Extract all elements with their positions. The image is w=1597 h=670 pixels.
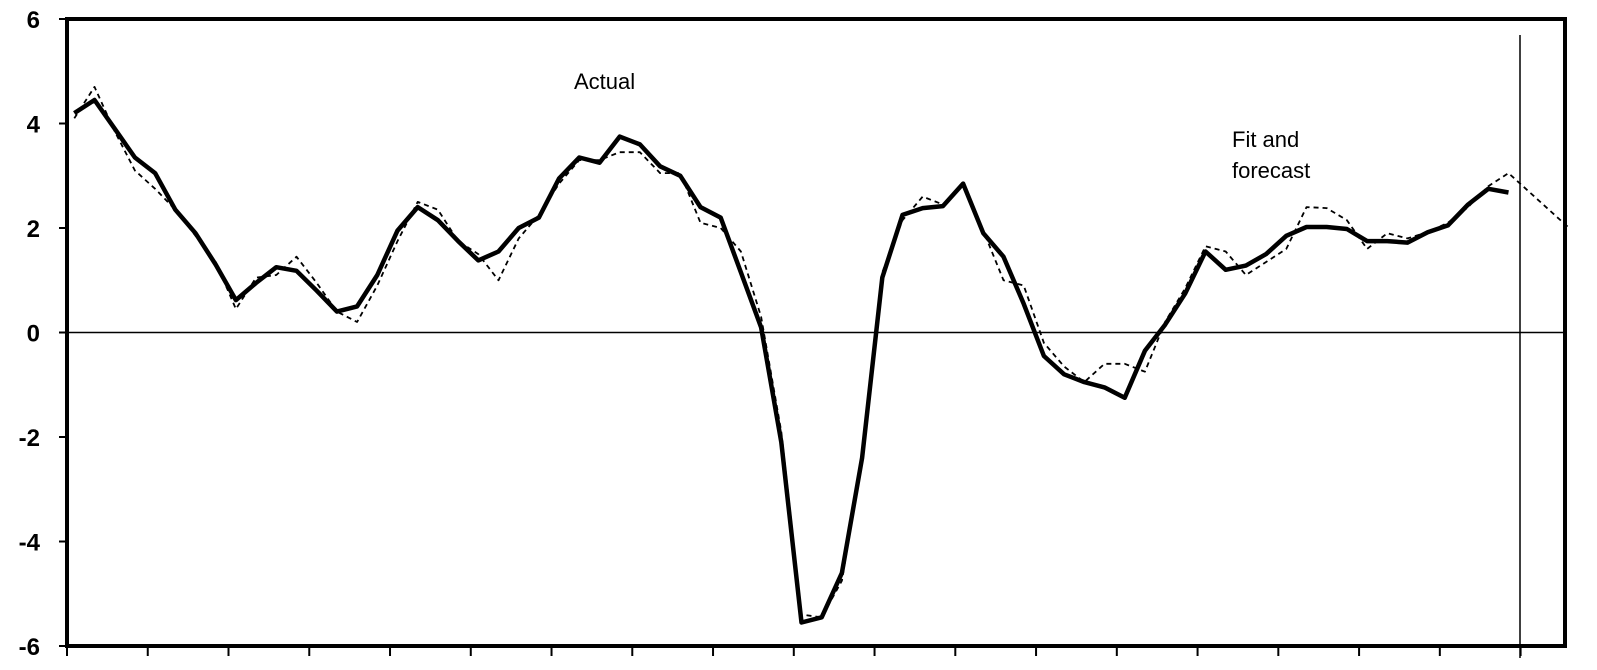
annotation-line: forecast [1232,158,1310,183]
point-fit-forecast [1103,362,1107,366]
points-group [72,85,1571,625]
annotation-line: Fit and [1232,127,1299,152]
x-axis [66,646,1522,656]
series-group [73,86,1570,625]
point-fit-forecast [1385,231,1389,235]
series-line-actual [73,97,1509,625]
y-tick-label: 4 [27,112,41,139]
y-tick-label: 6 [27,7,40,34]
annotation-fit-forecast: Fit and forecast [1232,127,1310,183]
y-tick-label: -6 [19,634,40,661]
y-tick-label: -2 [19,425,40,452]
y-axis: 6 4 2 0 -2 -4 -6 [19,7,67,661]
point-fit-forecast [1567,226,1571,230]
point-fit-forecast [1022,284,1026,288]
series-line-fit-forecast [73,86,1570,619]
y-tick-label: 2 [27,216,40,243]
y-tick-label: 0 [27,321,40,348]
y-tick-label: -4 [19,530,41,557]
annotation-actual: Actual [574,69,635,94]
